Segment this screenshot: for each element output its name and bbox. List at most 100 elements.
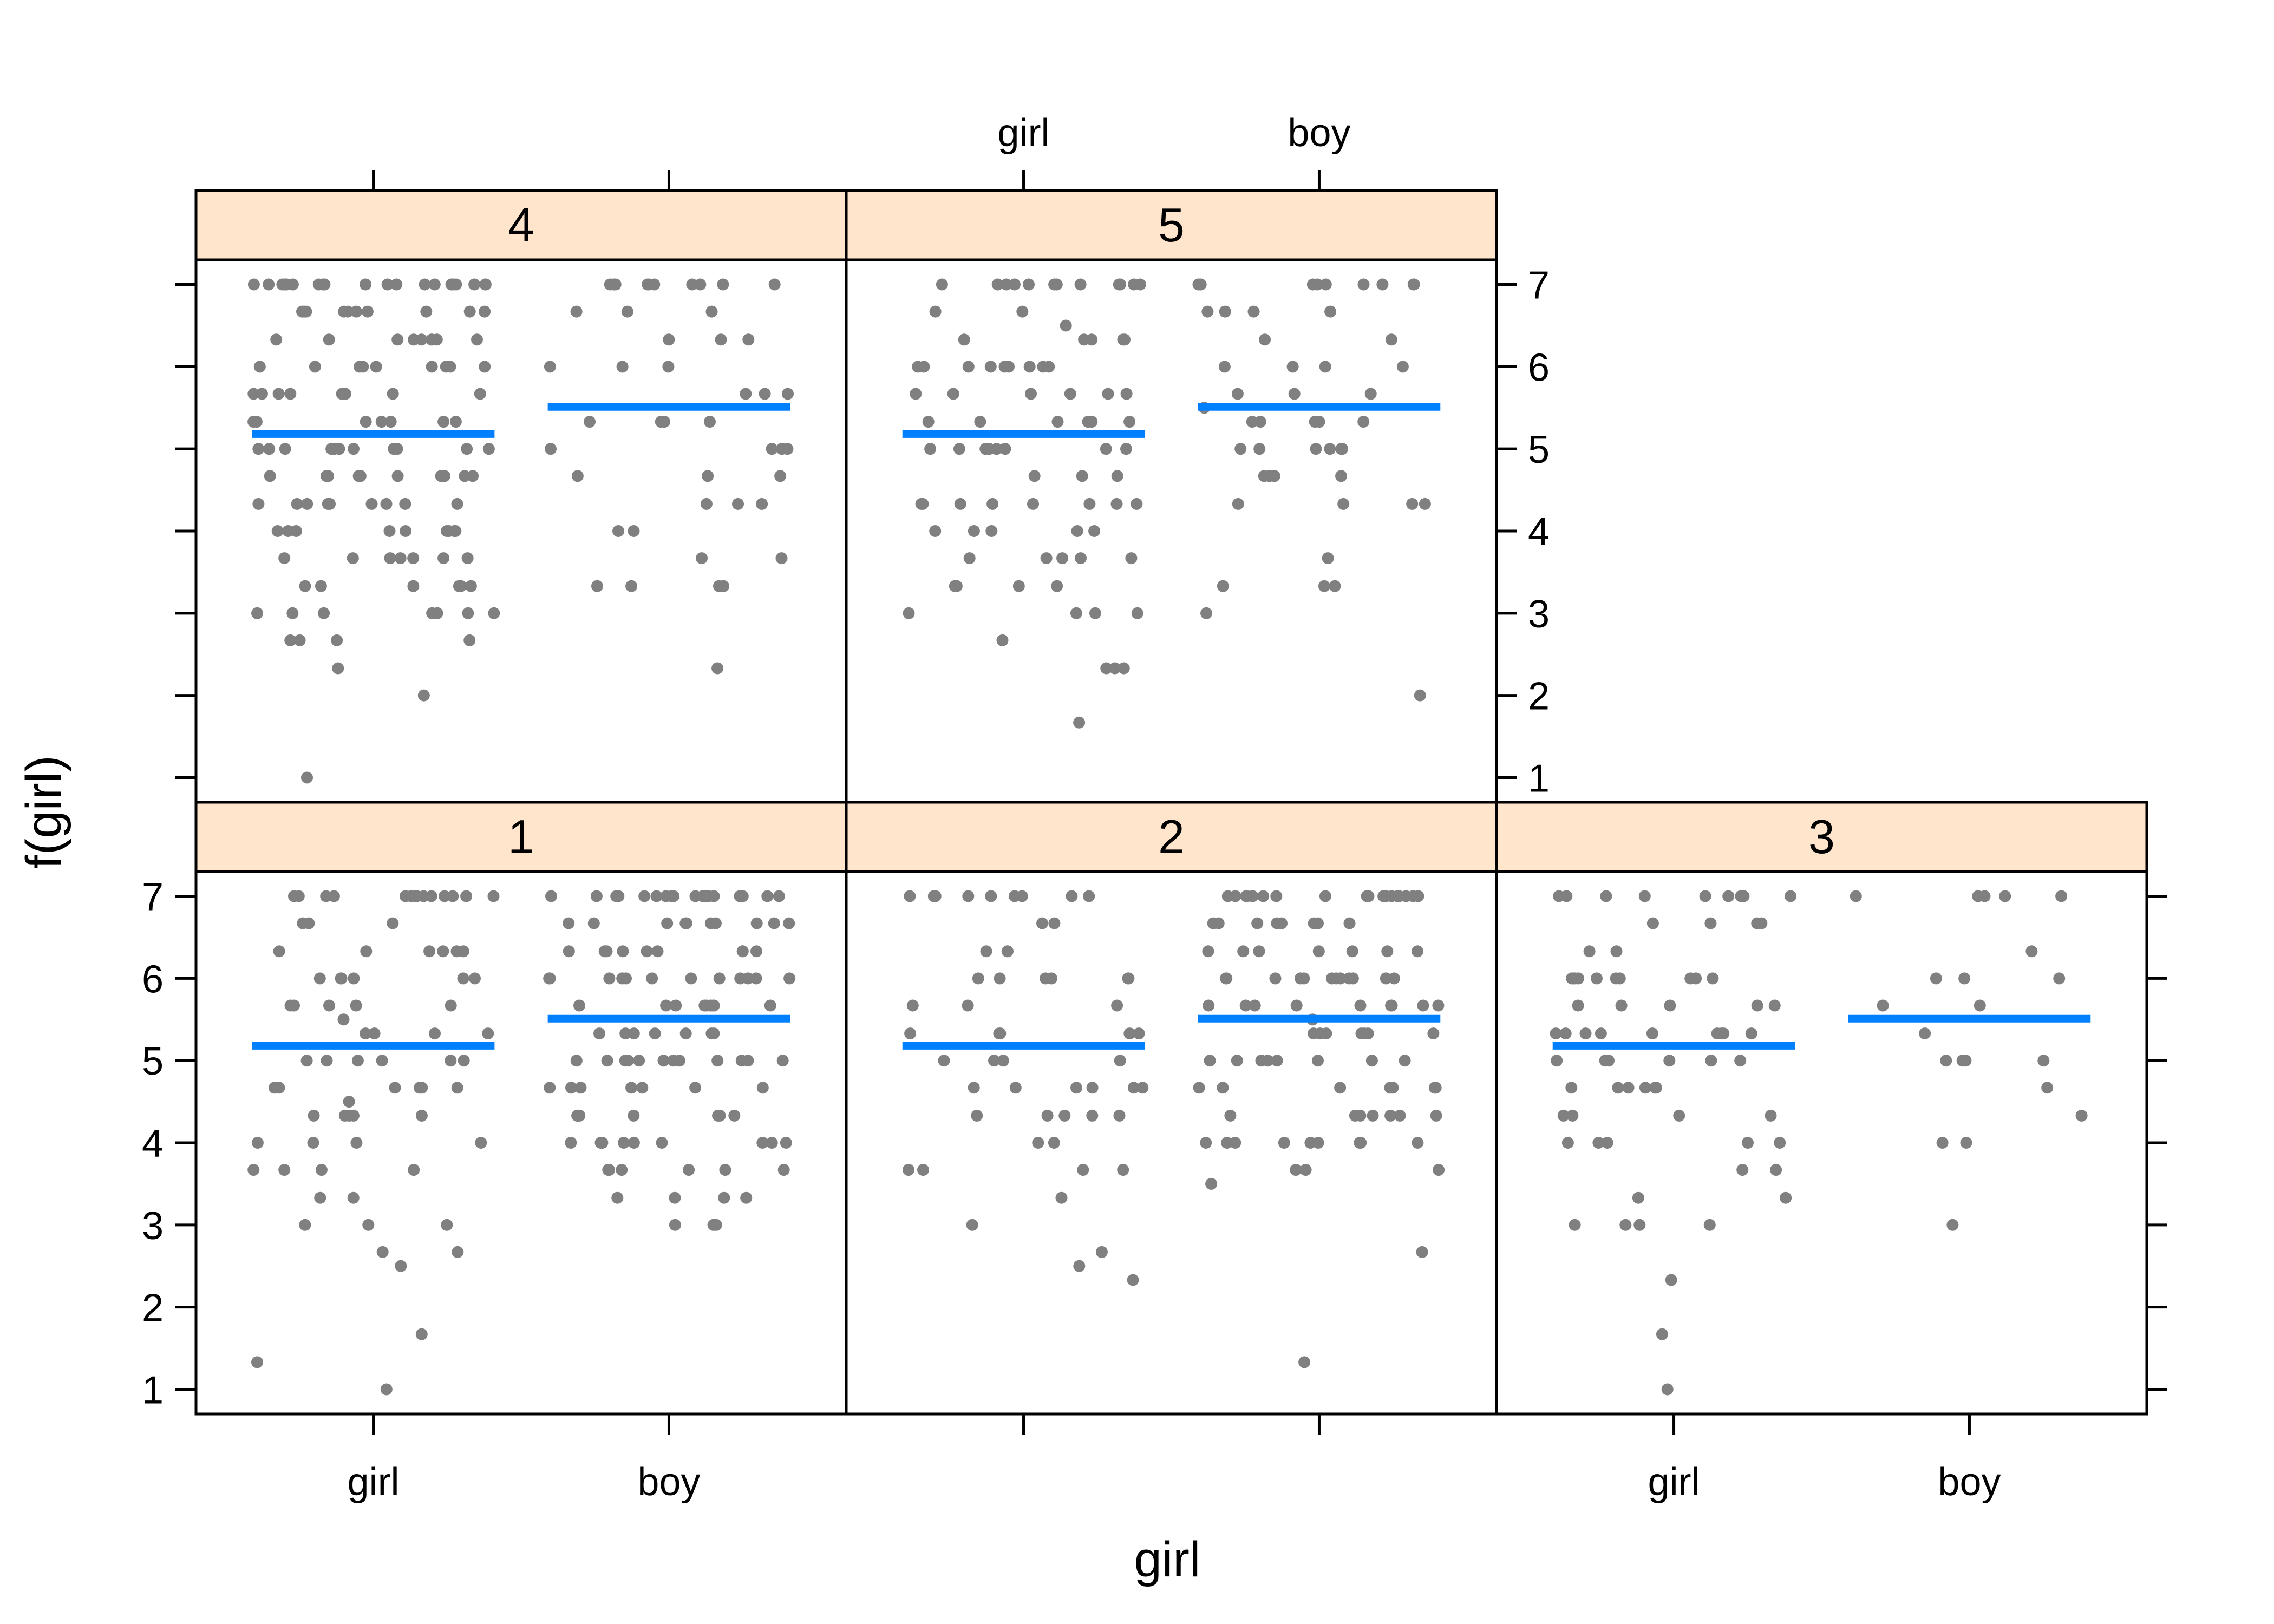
data-point [251,607,263,619]
data-point [384,552,396,565]
data-point [1314,1027,1327,1040]
tick-label: 3 [1528,593,1550,636]
data-point [2037,1055,2050,1067]
data-point [1086,416,1098,428]
tick-label: 5 [1528,428,1550,472]
data-point [573,999,585,1012]
data-point [1357,278,1370,291]
data-point [1610,972,1622,985]
data-point [1715,1027,1728,1040]
data-point [616,972,629,985]
data-point [1699,890,1711,902]
data-point [251,1137,264,1149]
data-point [380,497,393,510]
data-point [1102,388,1114,400]
data-point [399,890,411,902]
data-point [465,580,477,592]
data-point [711,662,724,675]
data-point [1246,416,1258,428]
data-point [458,1055,470,1067]
data-point [1304,1137,1317,1149]
y-axis-title: f(girl) [16,755,71,869]
data-point [300,1055,313,1067]
data-point [1066,890,1078,902]
data-point [1229,890,1241,902]
data-point [1253,945,1265,958]
panel-2: 2 [845,801,1498,1416]
data-point [437,416,450,428]
data-point [950,580,963,592]
data-point [972,972,984,985]
data-point [368,1027,381,1040]
data-point [362,1219,375,1231]
data-point [958,333,970,346]
data-point [1600,890,1612,902]
data-point [1354,1109,1367,1122]
data-point [1785,890,1797,902]
data-point [1200,1137,1212,1149]
data-point [252,443,265,455]
data-point [983,443,995,455]
data-point [1249,999,1261,1012]
data-point [292,890,305,902]
data-point [1202,945,1214,958]
tick-label: 5 [142,1040,164,1083]
data-point [1012,580,1025,592]
data-point [670,999,682,1012]
data-point [766,443,778,455]
data-point [1742,1137,1754,1149]
data-point [1064,388,1076,400]
data-point [1337,497,1350,510]
data-point [1050,278,1063,291]
data-point [962,999,974,1012]
data-point [1601,1137,1613,1149]
data-point [250,416,263,428]
panel-1: 1 [194,801,848,1416]
data-point [1201,305,1214,318]
data-point [2055,890,2068,902]
data-point [922,416,935,428]
data-point [457,972,469,985]
data-point [646,972,658,985]
data-point [376,1246,389,1258]
data-point [428,278,441,291]
data-point [1270,890,1283,902]
panel-4: 4 [194,189,848,804]
data-point [1123,416,1136,428]
data-point [734,972,747,985]
data-point [953,443,965,455]
data-point [719,1164,731,1176]
data-point [1000,278,1012,291]
data-point [414,1082,426,1094]
data-point [1661,1383,1674,1396]
data-point [1610,945,1623,958]
data-point [649,1027,661,1040]
data-point [1246,890,1259,902]
tick-label: 7 [1528,264,1550,307]
data-point [962,890,975,902]
data-point [1271,917,1283,929]
data-point [387,388,399,400]
data-point [667,1055,679,1067]
data-point [350,1137,363,1149]
data-point [596,1137,609,1149]
tick-label: 1 [1528,757,1550,800]
data-point [321,1055,333,1067]
data-point [1428,1082,1441,1094]
data-point [322,470,334,482]
data-point [544,361,556,373]
data-point [708,890,720,902]
data-point [462,607,474,619]
data-point [543,972,556,985]
data-point [1257,890,1270,902]
data-point [1367,1109,1379,1122]
data-point [383,525,396,537]
data-point [328,890,340,902]
data-point [1278,1137,1290,1149]
data-point [968,1082,980,1094]
data-point [469,972,481,985]
data-point [1940,1055,1952,1067]
data-point [315,1164,328,1176]
data-point [307,1137,319,1149]
data-point [1650,1082,1662,1094]
